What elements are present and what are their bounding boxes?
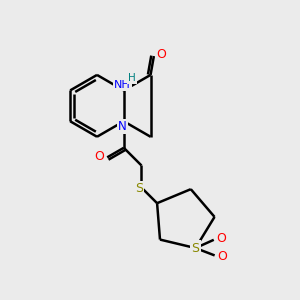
Text: H: H xyxy=(128,73,136,83)
Text: O: O xyxy=(216,232,226,245)
Text: NH: NH xyxy=(114,80,131,90)
Text: S: S xyxy=(135,182,143,195)
Text: N: N xyxy=(118,120,127,133)
Text: O: O xyxy=(94,150,104,163)
Text: O: O xyxy=(156,48,166,62)
Text: O: O xyxy=(217,250,227,263)
Text: S: S xyxy=(191,242,200,255)
